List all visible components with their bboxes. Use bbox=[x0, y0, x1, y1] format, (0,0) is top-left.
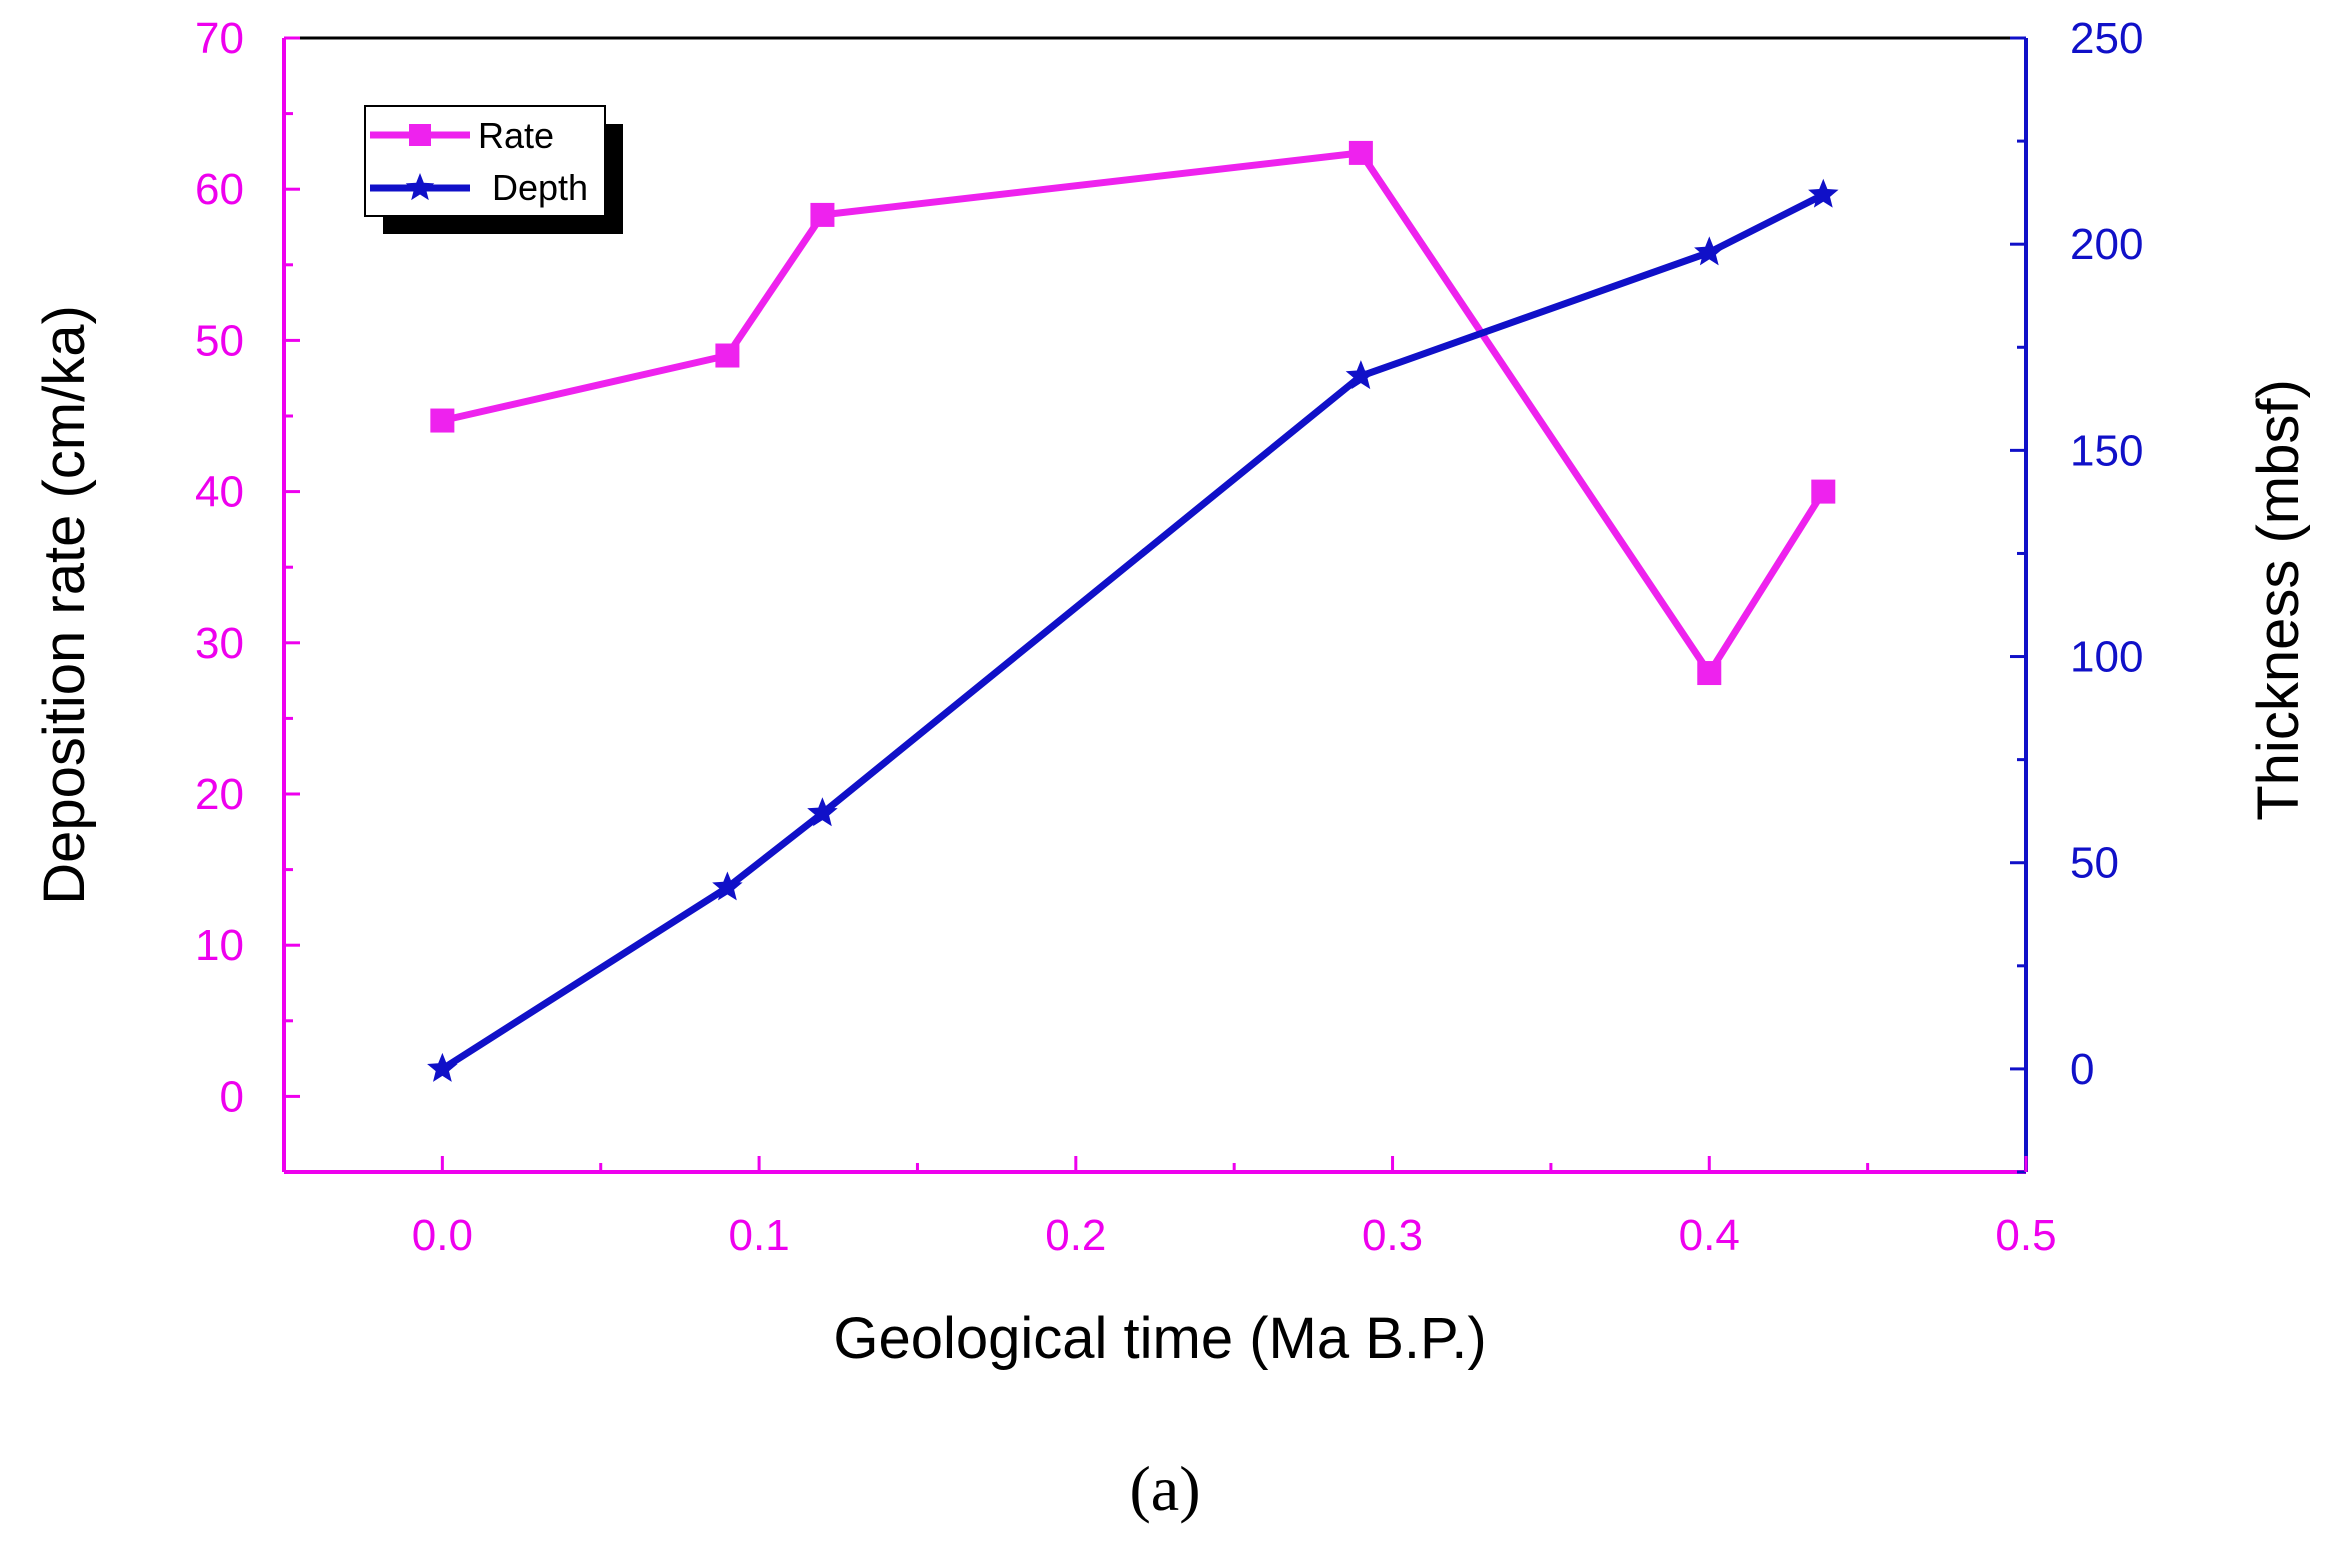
series-lines bbox=[440, 149, 1827, 1072]
left-tick-label: 30 bbox=[195, 619, 244, 668]
rate-point bbox=[1697, 661, 1722, 686]
right-y-axis-title: Thickness (mbsf) bbox=[2246, 379, 2311, 821]
depth-point bbox=[1345, 360, 1377, 390]
panel-label: (a) bbox=[1129, 1453, 1200, 1524]
right-axis-ticks: 0 50 100 150 200 250 bbox=[2010, 14, 2143, 1174]
depth-point bbox=[807, 797, 838, 827]
depth-point bbox=[712, 871, 743, 901]
rate-point bbox=[430, 408, 455, 433]
right-tick-label: 150 bbox=[2070, 426, 2143, 475]
bottom-tick-label: 0.3 bbox=[1362, 1211, 1423, 1260]
x-axis-title: Geological time (Ma B.P.) bbox=[833, 1306, 1486, 1371]
left-tick-label: 40 bbox=[195, 468, 244, 517]
rate-point bbox=[810, 202, 835, 227]
right-tick-label: 50 bbox=[2070, 839, 2119, 888]
bottom-tick-label: 0.0 bbox=[412, 1211, 473, 1260]
legend-rate-label: Rate bbox=[478, 115, 554, 156]
series-line-depth bbox=[440, 191, 1825, 1072]
left-tick-label: 70 bbox=[195, 14, 244, 63]
bottom-axis-ticks: 0.0 0.1 0.2 0.3 0.4 0.5 bbox=[282, 1156, 2057, 1260]
series-line-rate bbox=[441, 149, 1827, 677]
rate-point bbox=[1348, 140, 1373, 165]
depth-point bbox=[1808, 178, 1839, 208]
right-tick-label: 200 bbox=[2070, 220, 2143, 269]
depth-point bbox=[1694, 236, 1725, 266]
bottom-tick-label: 0.4 bbox=[1679, 1211, 1740, 1260]
legend-depth-label: Depth bbox=[492, 167, 588, 208]
left-tick-label: 60 bbox=[195, 165, 244, 214]
rate-point bbox=[1811, 479, 1836, 504]
bottom-tick-label: 0.2 bbox=[1045, 1211, 1106, 1260]
legend-box bbox=[364, 105, 606, 217]
bottom-tick-label: 0.1 bbox=[729, 1211, 790, 1260]
right-tick-label: 100 bbox=[2070, 633, 2143, 682]
legend-depth-star-marker bbox=[405, 173, 435, 201]
rate-point bbox=[715, 343, 740, 368]
panel-label-text: (a) bbox=[1129, 1453, 1200, 1524]
bottom-tick-label: 0.5 bbox=[1995, 1211, 2056, 1260]
left-y-axis-title: Deposition rate (cm/ka) bbox=[32, 305, 97, 905]
legend-rate-square-marker bbox=[409, 124, 431, 146]
left-tick-label: 0 bbox=[220, 1072, 244, 1121]
left-axis-ticks: 0 10 20 30 40 50 60 70 bbox=[195, 14, 300, 1174]
depth-point bbox=[427, 1052, 458, 1082]
left-tick-label: 50 bbox=[195, 316, 244, 365]
series-markers bbox=[427, 140, 1839, 1082]
right-tick-label: 250 bbox=[2070, 14, 2143, 63]
right-tick-label: 0 bbox=[2070, 1045, 2094, 1094]
legend: Rate Depth bbox=[364, 105, 623, 234]
left-tick-label: 20 bbox=[195, 770, 244, 819]
left-tick-label: 10 bbox=[195, 921, 244, 970]
